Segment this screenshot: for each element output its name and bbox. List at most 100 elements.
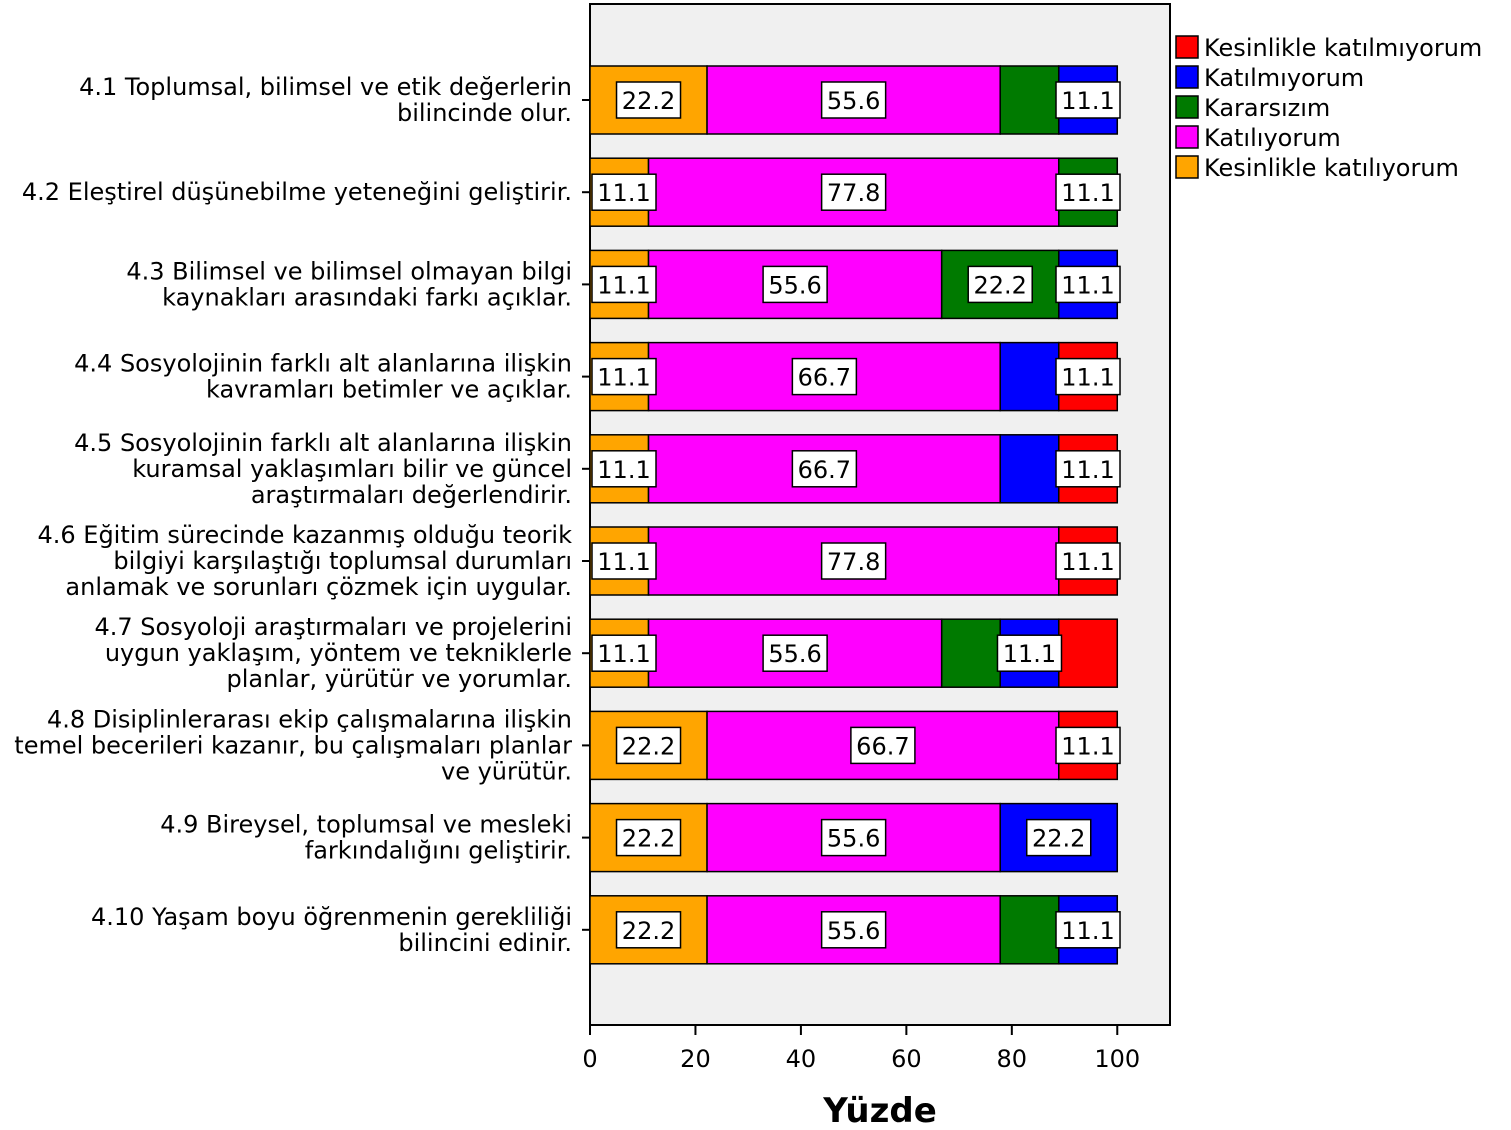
bar-segment [999,341,1060,412]
legend-swatch [1175,155,1199,179]
legend-label: Kesinlikle katılıyorum [1204,154,1459,182]
data-label-box [615,81,682,119]
data-label-box [791,450,858,488]
data-label-box [1055,911,1121,949]
data-label: 11.1 [1061,364,1114,392]
data-label: 22.2 [622,917,675,945]
data-label-box [762,634,828,672]
data-label: 11.1 [1061,179,1114,207]
data-label-box [762,265,828,304]
data-label: 55.6 [827,917,880,945]
legend-label: Kararsızım [1204,94,1330,122]
data-label: 22.2 [1032,825,1085,853]
data-label: 22.2 [622,87,675,115]
legend-swatch [1175,125,1199,149]
data-label-box [615,726,682,765]
x-tick-label: 20 [680,1045,711,1073]
data-label-box [1055,265,1121,304]
category-label-line: anlamak ve sorunları çözmek için uygular… [65,573,572,601]
data-label: 11.1 [1061,456,1114,484]
data-label: 55.6 [768,640,821,668]
legend-label: Katılıyorum [1204,124,1341,152]
data-label: 11.1 [1061,271,1114,299]
category-label-line: uygun yaklaşım, yöntem ve tekniklerle [105,639,572,667]
category-label-line: kavramları betimler ve açıklar. [206,376,572,404]
category-label-line: araştırmaları değerlendirir. [251,481,572,509]
data-label-box [591,265,657,304]
category-label-line: temel becerileri kazanır, bu çalışmaları… [14,731,572,759]
data-label-box [850,726,916,765]
data-label-box [820,81,887,119]
data-label: 11.1 [1061,732,1114,760]
data-label-box [591,173,657,211]
data-label: 11.1 [597,548,650,576]
category-label-line: planlar, yürütür ve yorumlar. [226,665,572,693]
data-label-box [1055,173,1121,211]
category-label: 4.5 Sosyolojinin farklı alt alanlarına i… [74,429,572,509]
data-label: 11.1 [1061,548,1114,576]
data-label-box [1055,450,1121,488]
category-label-line: 4.7 Sosyoloji araştırmaları ve projeleri… [95,613,573,641]
category-label: 4.8 Disiplinlerarası ekip çalışmalarına … [14,705,572,785]
category-label-line: farkındalığını geliştirir. [305,837,572,865]
category-label-line: bilgiyi karşılaştığı toplumsal durumları [113,547,572,575]
data-label: 11.1 [597,271,650,299]
category-label-line: ve yürütür. [441,757,572,785]
category-label-line: 4.3 Bilimsel ve bilimsel olmayan bilgi [126,257,572,285]
category-label-line: bilincini edinir. [398,929,572,957]
bar-segment [1057,618,1119,688]
category-label: 4.1 Toplumsal, bilimsel ve etik değerler… [79,73,572,127]
data-label-box [967,265,1033,304]
data-label-box [591,634,657,672]
category-label: 4.6 Eğitim sürecinde kazanmış olduğu teo… [37,521,572,601]
category-label-line: 4.10 Yaşam boyu öğrenmenin gerekliliği [91,903,572,931]
x-tick-label: 60 [891,1045,922,1073]
data-label: 66.7 [798,456,851,484]
data-label: 55.6 [827,825,880,853]
data-label: 66.7 [856,732,909,760]
data-label: 11.1 [597,364,650,392]
category-label-line: 4.2 Eleştirel düşünebilme yeteneğini gel… [22,178,572,206]
data-label-box [591,450,657,488]
category-label: 4.10 Yaşam boyu öğrenmenin gerekliliği bi… [91,903,572,957]
data-label: 11.1 [1061,87,1114,115]
data-label-box [820,911,887,949]
data-label: 77.8 [827,548,880,576]
legend-swatch [1175,35,1199,59]
category-label-line: 4.5 Sosyolojinin farklı alt alanlarına i… [74,429,572,457]
legend-label: Kesinlikle katılmıyorum [1204,34,1482,62]
data-label-box [1055,81,1121,119]
category-label: 4.2 Eleştirel düşünebilme yeteneğini gel… [22,178,572,206]
data-label: 11.1 [1003,640,1056,668]
category-label-line: kaynakları arasındaki farkı açıklar. [162,283,572,311]
data-label: 22.2 [622,732,675,760]
category-label-line: 4.9 Bireysel, toplumsal ve mesleki [160,811,572,839]
bar-segment [999,895,1060,965]
x-tick-label: 80 [997,1045,1028,1073]
data-label: 66.7 [798,364,851,392]
data-label-box [996,634,1063,672]
category-label: 4.4 Sosyolojinin farklı alt alanlarına i… [74,350,572,404]
x-tick-label: 0 [582,1045,597,1073]
data-label-box [791,357,858,396]
data-label: 55.6 [827,87,880,115]
category-label-line: 4.8 Disiplinlerarası ekip çalışmalarına … [47,705,572,733]
category-label: 4.9 Bireysel, toplumsal ve mesleki farkın… [160,811,572,865]
data-label: 55.6 [768,271,821,299]
data-label: 11.1 [1061,917,1114,945]
data-label-box [615,911,682,949]
category-label-line: 4.1 Toplumsal, bilimsel ve etik değerler… [79,73,572,101]
bar-segment [940,618,1001,688]
x-axis-title: Yüzde [822,1091,937,1130]
data-label-box [1055,357,1121,396]
category-label-line: bilincinde olur. [397,99,572,127]
legend-swatch [1175,95,1199,119]
bar-segment [999,65,1060,135]
data-label-box [591,542,657,580]
category-label-line: kuramsal yaklaşımları bilir ve güncel [132,455,572,483]
data-label: 22.2 [622,825,675,853]
category-label: 4.7 Sosyoloji araştırmaları ve projeleri… [95,613,573,693]
legend-label: Katılmıyorum [1204,64,1364,92]
category-label-line: 4.6 Eğitim sürecinde kazanmış olduğu teo… [37,521,572,549]
